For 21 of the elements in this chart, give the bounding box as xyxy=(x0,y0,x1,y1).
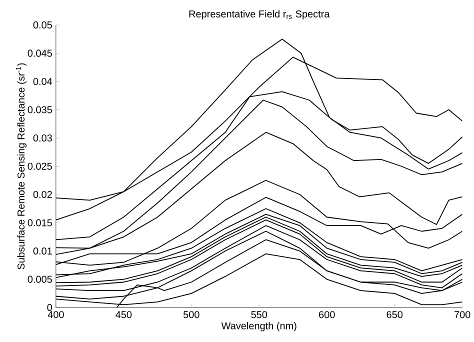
y-tick-label: 0.02 xyxy=(33,191,52,198)
x-tick-label: 600 xyxy=(319,311,335,318)
y-tick-label: 0.04 xyxy=(33,78,52,86)
x-tick-label: 650 xyxy=(386,311,403,318)
y-tick-label: 0.05 xyxy=(33,22,52,29)
y-tick-label: 0.03 xyxy=(33,134,52,142)
x-tick-label: 550 xyxy=(251,311,268,318)
x-axis-title: Wavelength (nm) xyxy=(221,322,296,332)
y-tick-label: 0 xyxy=(47,304,52,312)
x-tick-label: 400 xyxy=(48,311,64,318)
x-tick-label: 700 xyxy=(454,311,470,318)
chart-title: Representative Field r$_{rs}$ Spectra xyxy=(189,10,330,20)
y-axis-title: Subsurface Remote Sensing Reflectance (sr$^{-1}$) xyxy=(16,64,27,270)
y-tick-label: 0.01 xyxy=(33,248,52,255)
y-tick-label: 0.015 xyxy=(28,219,52,227)
y-tick-label: 0.005 xyxy=(28,276,52,284)
y-tick-label: 0.035 xyxy=(28,106,52,114)
y-tick-label: 0.025 xyxy=(28,162,52,170)
y-tick-label: 0.045 xyxy=(28,50,52,57)
x-tick-label: 450 xyxy=(116,311,132,318)
x-tick-label: 500 xyxy=(183,311,200,318)
